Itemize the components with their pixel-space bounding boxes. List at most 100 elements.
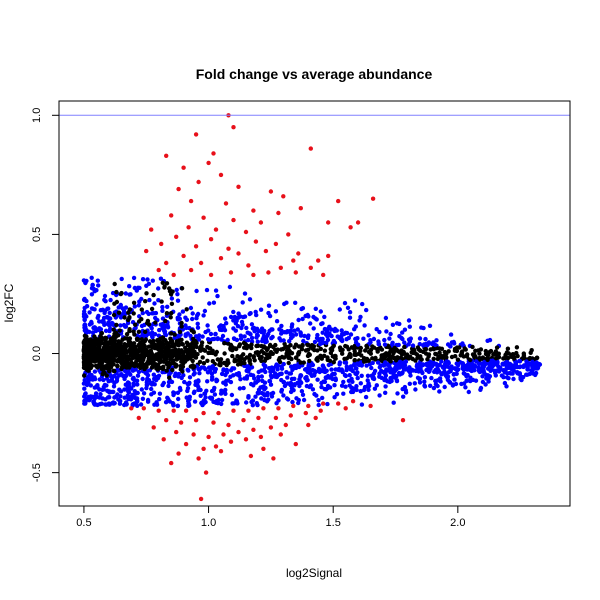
data-point	[416, 354, 421, 360]
data-point	[274, 401, 279, 406]
data-point	[162, 353, 168, 358]
data-point	[172, 335, 177, 340]
data-point	[342, 300, 348, 306]
data-point	[293, 441, 298, 447]
data-point	[465, 362, 470, 367]
data-point	[101, 377, 106, 383]
data-point	[113, 334, 119, 339]
data-point	[364, 307, 369, 313]
data-point	[145, 360, 150, 366]
data-point	[464, 373, 469, 379]
data-point	[487, 366, 492, 371]
data-point	[417, 341, 422, 347]
data-point	[152, 301, 157, 306]
data-point	[192, 389, 197, 394]
data-point	[105, 321, 111, 327]
data-point	[251, 427, 256, 432]
data-point	[301, 397, 307, 403]
data-point	[231, 366, 237, 371]
data-point	[180, 369, 185, 374]
data-point	[298, 360, 303, 365]
data-point	[427, 323, 433, 328]
data-point	[184, 307, 189, 312]
data-point	[198, 496, 204, 502]
data-point	[192, 399, 198, 404]
data-point	[332, 355, 338, 361]
data-point	[181, 373, 186, 378]
data-point	[459, 351, 464, 357]
data-point	[311, 314, 316, 320]
data-point	[344, 330, 350, 336]
data-point	[394, 378, 400, 384]
data-point	[168, 315, 173, 320]
data-point	[249, 345, 254, 351]
data-point	[158, 276, 164, 281]
data-point	[386, 357, 391, 362]
data-point	[376, 339, 381, 344]
data-point	[119, 290, 124, 296]
data-point	[103, 308, 108, 313]
data-point	[193, 418, 199, 423]
data-point	[139, 323, 145, 329]
data-point	[397, 365, 402, 370]
data-point	[257, 356, 263, 361]
data-point	[397, 359, 403, 364]
data-point	[241, 418, 246, 423]
data-point	[145, 277, 150, 282]
data-point	[193, 132, 199, 137]
data-point	[427, 360, 432, 366]
data-point	[192, 349, 197, 354]
data-point	[288, 383, 293, 388]
data-point	[127, 365, 132, 370]
data-point	[482, 361, 488, 366]
data-point	[382, 342, 388, 347]
data-point	[261, 330, 266, 336]
data-point	[176, 348, 182, 353]
data-point	[422, 383, 427, 388]
data-point	[285, 375, 290, 380]
data-point	[326, 220, 331, 225]
data-point	[305, 342, 310, 347]
data-point	[105, 395, 111, 400]
data-point	[326, 253, 331, 259]
data-point	[120, 353, 125, 358]
data-point	[111, 384, 117, 389]
data-point	[373, 357, 378, 362]
data-point	[123, 373, 129, 379]
data-point	[231, 309, 236, 315]
data-point	[195, 325, 201, 330]
data-point	[93, 402, 98, 407]
data-point	[235, 362, 241, 367]
data-point	[114, 299, 120, 305]
data-point	[288, 371, 294, 376]
data-point	[300, 316, 305, 322]
data-point	[313, 306, 318, 311]
data-point	[172, 390, 177, 396]
data-point	[110, 341, 116, 346]
data-point	[339, 383, 345, 388]
data-point	[140, 396, 146, 401]
data-point	[174, 234, 179, 239]
data-point	[82, 352, 88, 358]
data-point	[292, 383, 297, 388]
data-point	[242, 291, 248, 296]
data-point	[95, 385, 100, 390]
data-point	[109, 347, 115, 352]
data-point	[300, 343, 305, 348]
data-point	[322, 348, 328, 353]
data-point	[138, 342, 143, 348]
data-point	[113, 330, 119, 335]
data-point	[281, 379, 287, 385]
data-point	[340, 351, 345, 356]
data-point	[314, 317, 319, 322]
data-point	[204, 287, 210, 293]
data-point	[103, 335, 108, 340]
data-point	[502, 360, 508, 366]
data-point	[195, 311, 201, 317]
data-point	[172, 373, 177, 379]
data-point	[515, 371, 520, 376]
data-point	[400, 330, 405, 335]
data-point	[81, 349, 87, 354]
data-point	[212, 336, 217, 342]
data-point	[423, 336, 428, 342]
